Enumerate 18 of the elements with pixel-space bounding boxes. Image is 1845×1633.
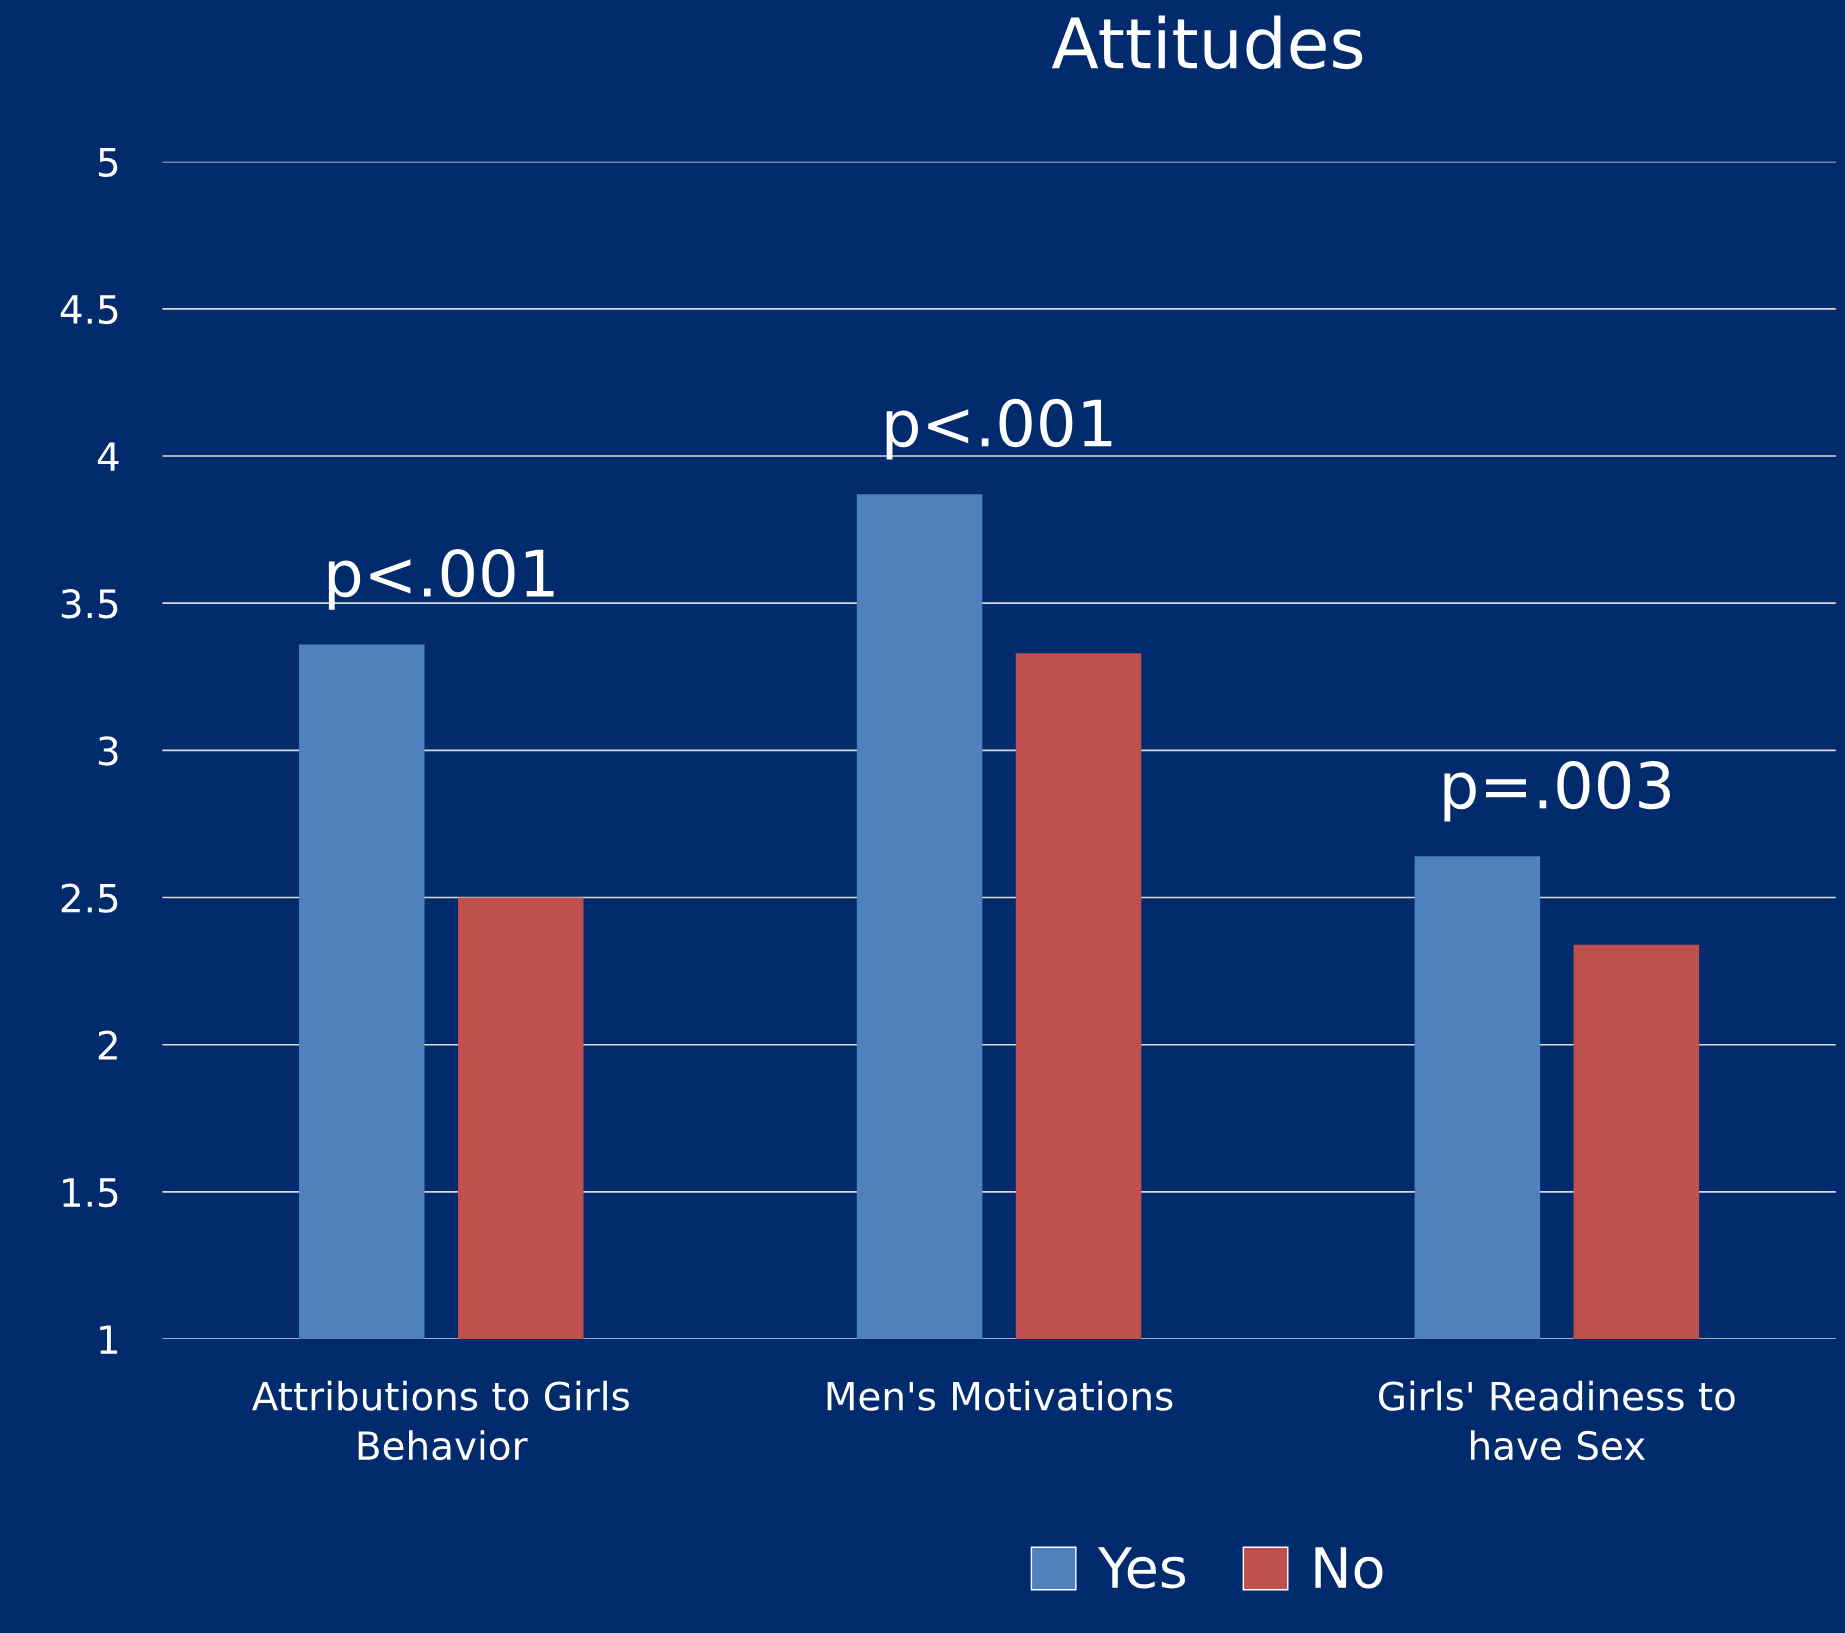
- annotation: p<.001: [886, 398, 1112, 460]
- x-tick-label: Men's Motivations: [827, 1380, 1173, 1411]
- y-tick-label: 2.5: [61, 883, 118, 913]
- legend-label: Yes: [1097, 1547, 1186, 1589]
- legend-label: No: [1315, 1547, 1383, 1589]
- y-tick-label: 4.5: [60, 295, 118, 325]
- y-tick-label: 1: [100, 1325, 118, 1354]
- chart-title: Attitudes: [1051, 15, 1363, 70]
- y-tick-label: 2: [98, 1030, 117, 1060]
- x-tick-label: Attributions to Girls Behavior: [252, 1380, 629, 1461]
- annotation: p=.003: [1444, 760, 1670, 822]
- y-tick-label: 3.5: [61, 589, 118, 619]
- annotation: p<.001: [328, 548, 554, 610]
- y-tick-label: 3: [98, 736, 118, 766]
- y-tick-label: 4: [97, 442, 119, 471]
- x-tick-label: Girls' Readiness to have Sex: [1379, 1380, 1735, 1461]
- y-tick-label: 5: [98, 148, 118, 177]
- y-tick-label: 1.5: [63, 1178, 118, 1208]
